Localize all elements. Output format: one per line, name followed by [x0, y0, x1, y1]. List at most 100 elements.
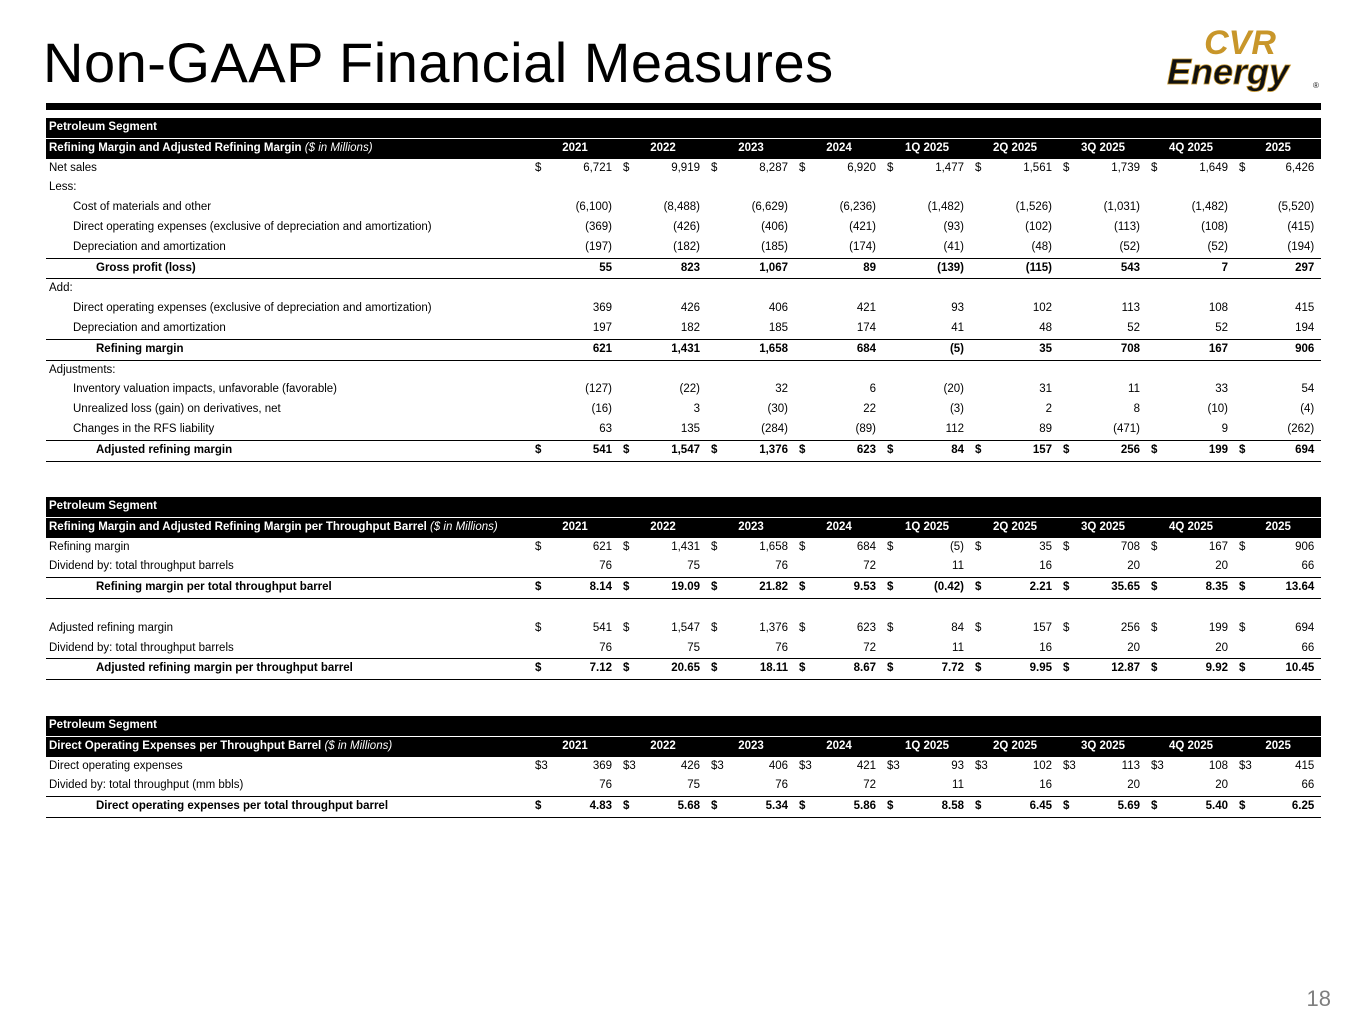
value-cell: 694: [1247, 439, 1322, 462]
currency-symbol: $3: [1151, 759, 1164, 772]
currency-symbol: [531, 380, 543, 400]
currency-symbol: [619, 776, 631, 796]
currency-symbol: [971, 598, 983, 618]
currency-symbol: [707, 338, 719, 361]
currency-symbol: $: [535, 161, 542, 174]
row-label: Changes in the RFS liability: [73, 422, 215, 435]
cvr-energy-logo: CVR Energy ®: [1167, 24, 1319, 92]
currency-symbol: [707, 198, 719, 218]
value-cell: 19.09: [631, 577, 707, 599]
currency-symbol: $: [1239, 540, 1246, 553]
currency-symbol: [971, 198, 983, 218]
value-cell: [719, 279, 795, 299]
column-header: 2023: [707, 516, 795, 538]
value-cell: (113): [1114, 220, 1140, 233]
value-cell: (415): [1287, 220, 1315, 233]
currency-symbol: [1059, 257, 1071, 280]
svg-text:®: ®: [1313, 81, 1319, 90]
value-cell: [719, 598, 795, 618]
column-header: 2022: [619, 516, 707, 538]
currency-symbol: $3: [975, 759, 988, 772]
table-heading: Refining Margin and Adjusted Refining Ma…: [46, 137, 531, 159]
value-cell: 9.53: [807, 577, 883, 599]
currency-symbol: [1147, 338, 1159, 361]
value-cell: 84: [895, 439, 971, 462]
currency-symbol: $: [971, 577, 983, 599]
value-cell: 76: [775, 641, 788, 654]
value-cell: 406: [768, 302, 788, 315]
value-cell: (16): [591, 403, 612, 416]
currency-symbol: $: [1239, 161, 1246, 174]
value-cell: [807, 279, 883, 299]
value-cell: 12.87: [1071, 658, 1147, 681]
value-cell: 623: [856, 621, 876, 634]
currency-symbol: [1235, 257, 1247, 280]
value-cell: 76: [775, 779, 788, 792]
currency-symbol: [795, 380, 807, 400]
currency-symbol: $: [887, 540, 894, 553]
value-cell: 13.64: [1247, 577, 1322, 599]
currency-symbol: $: [1239, 621, 1246, 634]
currency-symbol: $: [1147, 796, 1159, 818]
currency-symbol: $: [883, 658, 895, 681]
currency-symbol: [1235, 400, 1247, 420]
value-cell: 1,431: [631, 338, 707, 361]
currency-symbol: [619, 420, 631, 440]
value-cell: 32: [775, 383, 788, 396]
currency-symbol: [619, 257, 631, 280]
currency-symbol: [707, 178, 719, 198]
column-header: 4Q 2025: [1147, 137, 1235, 159]
value-cell: 7: [1159, 257, 1235, 280]
value-cell: [543, 360, 619, 380]
currency-symbol: [707, 319, 719, 339]
value-cell: 52: [1127, 321, 1140, 334]
currency-symbol: $: [623, 161, 630, 174]
currency-symbol: [531, 299, 543, 319]
currency-symbol: $: [975, 161, 982, 174]
table-heading: Refining Margin and Adjusted Refining Ma…: [46, 516, 531, 538]
currency-symbol: $: [707, 796, 719, 818]
currency-symbol: $: [619, 439, 631, 462]
value-cell: (115): [983, 257, 1059, 280]
currency-symbol: [883, 338, 895, 361]
value-cell: 93: [951, 759, 964, 772]
currency-symbol: [1059, 198, 1071, 218]
value-cell: 5.86: [807, 796, 883, 818]
currency-symbol: $: [1151, 621, 1158, 634]
currency-symbol: $: [623, 621, 630, 634]
value-cell: 1,561: [1023, 161, 1052, 174]
column-header: 2Q 2025: [971, 137, 1059, 159]
value-cell: 75: [687, 560, 700, 573]
currency-symbol: $: [535, 540, 542, 553]
value-cell: 256: [1071, 439, 1147, 462]
currency-symbol: $: [799, 621, 806, 634]
value-cell: (108): [1201, 220, 1228, 233]
value-cell: 72: [863, 560, 876, 573]
currency-symbol: [883, 238, 895, 258]
column-header: 3Q 2025: [1059, 516, 1147, 538]
row-label: Direct operating expenses per total thro…: [46, 796, 531, 818]
table-row: Changes in the RFS liability 63 135 (284) (8…: [46, 420, 1321, 440]
currency-symbol: [795, 299, 807, 319]
currency-symbol: $: [531, 796, 543, 818]
value-cell: 8.58: [895, 796, 971, 818]
currency-symbol: [883, 639, 895, 659]
currency-symbol: [619, 299, 631, 319]
row-label: Adjustments:: [49, 363, 116, 376]
currency-symbol: $: [1059, 658, 1071, 681]
value-cell: 6,920: [847, 161, 876, 174]
currency-symbol: [531, 776, 543, 796]
currency-symbol: [707, 299, 719, 319]
currency-symbol: [531, 400, 543, 420]
currency-symbol: [707, 380, 719, 400]
value-cell: 33: [1215, 383, 1228, 396]
value-cell: 20: [1215, 641, 1228, 654]
table-row: Refining margin 621 1,431 1,658 684 (5) 35 708 1…: [46, 338, 1322, 361]
value-cell: (30): [767, 403, 788, 416]
value-cell: 20: [1215, 779, 1228, 792]
currency-symbol: [971, 776, 983, 796]
row-label: Refining margin: [49, 540, 130, 553]
value-cell: 199: [1208, 621, 1228, 634]
currency-symbol: [883, 279, 895, 299]
value-cell: 1,431: [671, 540, 700, 553]
